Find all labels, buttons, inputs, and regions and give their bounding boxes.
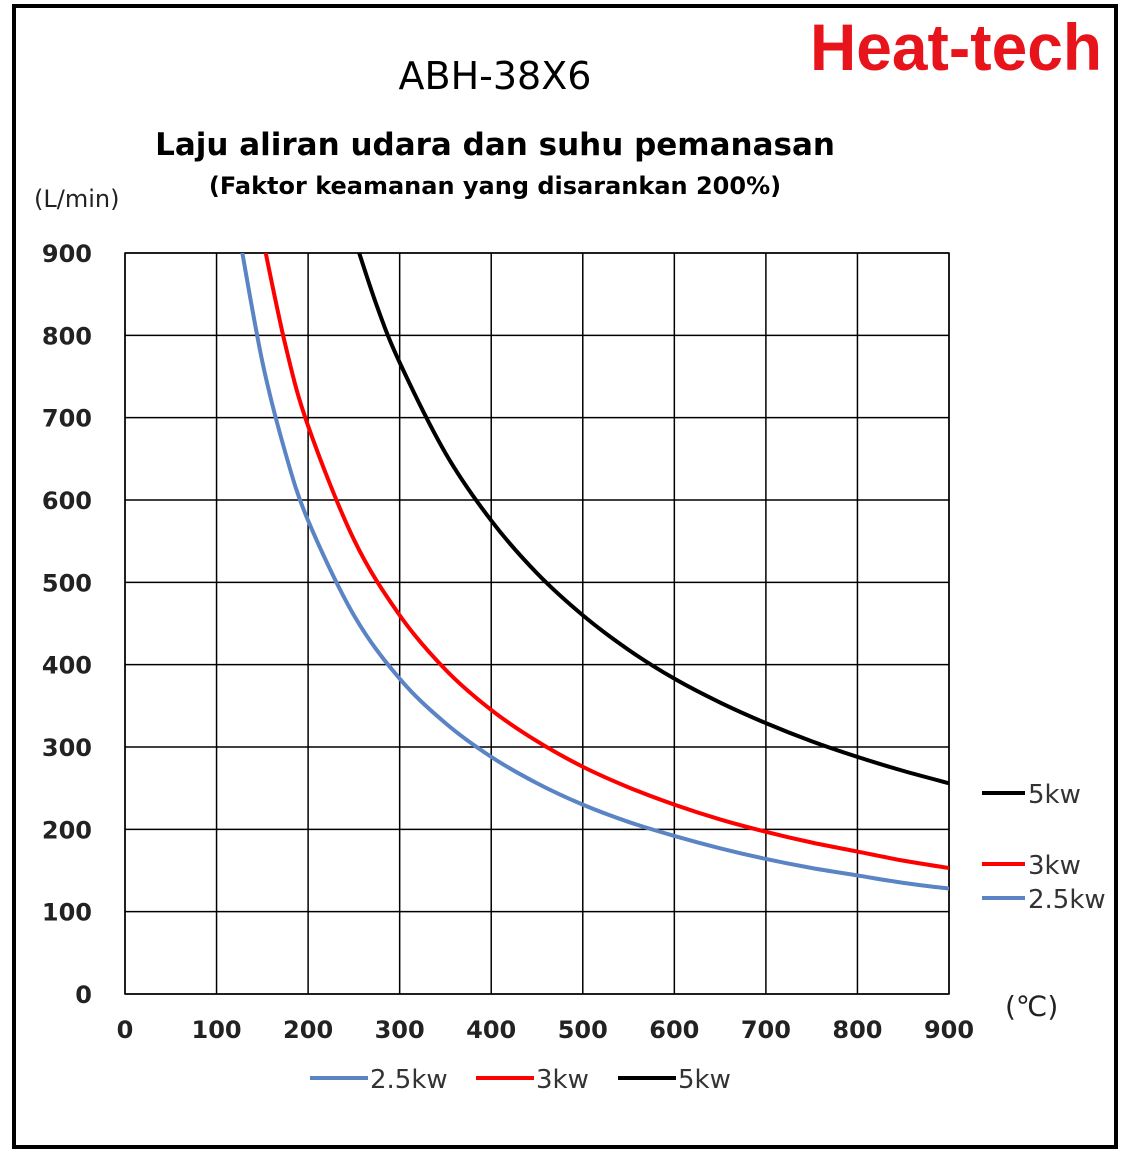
x-tick-label: 800 bbox=[832, 1016, 882, 1044]
y-tick-label: 0 bbox=[75, 981, 92, 1009]
x-tick-label: 0 bbox=[117, 1016, 134, 1044]
legend-label-3kw: 3kw bbox=[536, 1065, 589, 1095]
series-line-3kw bbox=[263, 253, 949, 871]
legend-label-2.5kw: 2.5kw bbox=[370, 1065, 448, 1095]
end-label-2.5kw: 2.5kw bbox=[1028, 885, 1106, 915]
chart-subtitle: Laju aliran udara dan suhu pemanasan bbox=[155, 127, 835, 163]
x-tick-label: 500 bbox=[558, 1016, 608, 1044]
chart-note: (Faktor keamanan yang disarankan 200%) bbox=[208, 172, 782, 200]
y-tick-label: 900 bbox=[42, 240, 92, 268]
chart-title: ABH-38X6 bbox=[398, 54, 592, 98]
plot-area bbox=[124, 252, 950, 995]
x-tick-label: 400 bbox=[466, 1016, 516, 1044]
x-tick-label: 700 bbox=[741, 1016, 791, 1044]
x-tick-label: 900 bbox=[924, 1016, 974, 1044]
x-tick-label: 600 bbox=[649, 1016, 699, 1044]
x-axis-unit: (℃) bbox=[1005, 990, 1059, 1023]
y-tick-label: 300 bbox=[42, 734, 92, 762]
legend-label-5kw: 5kw bbox=[678, 1065, 731, 1095]
end-label-3kw: 3kw bbox=[1028, 851, 1081, 881]
series-line-2.5kw bbox=[240, 253, 949, 891]
y-tick-label: 100 bbox=[42, 899, 92, 927]
end-label-5kw: 5kw bbox=[1028, 780, 1081, 810]
y-axis-unit: (L/min) bbox=[34, 185, 120, 213]
x-tick-label: 200 bbox=[283, 1016, 333, 1044]
y-tick-label: 800 bbox=[42, 322, 92, 350]
svg-text:Heat-tech: Heat-tech bbox=[810, 10, 1102, 84]
y-tick-label: 200 bbox=[42, 816, 92, 844]
y-tick-label: 600 bbox=[42, 487, 92, 515]
y-tick-label: 400 bbox=[42, 652, 92, 680]
y-tick-label: 500 bbox=[42, 569, 92, 597]
x-tick-label: 100 bbox=[192, 1016, 242, 1044]
brand-logo: Heat-tech bbox=[810, 10, 1102, 84]
y-tick-label: 700 bbox=[42, 405, 92, 433]
series-line-5kw bbox=[357, 253, 949, 786]
x-tick-label: 300 bbox=[375, 1016, 425, 1044]
